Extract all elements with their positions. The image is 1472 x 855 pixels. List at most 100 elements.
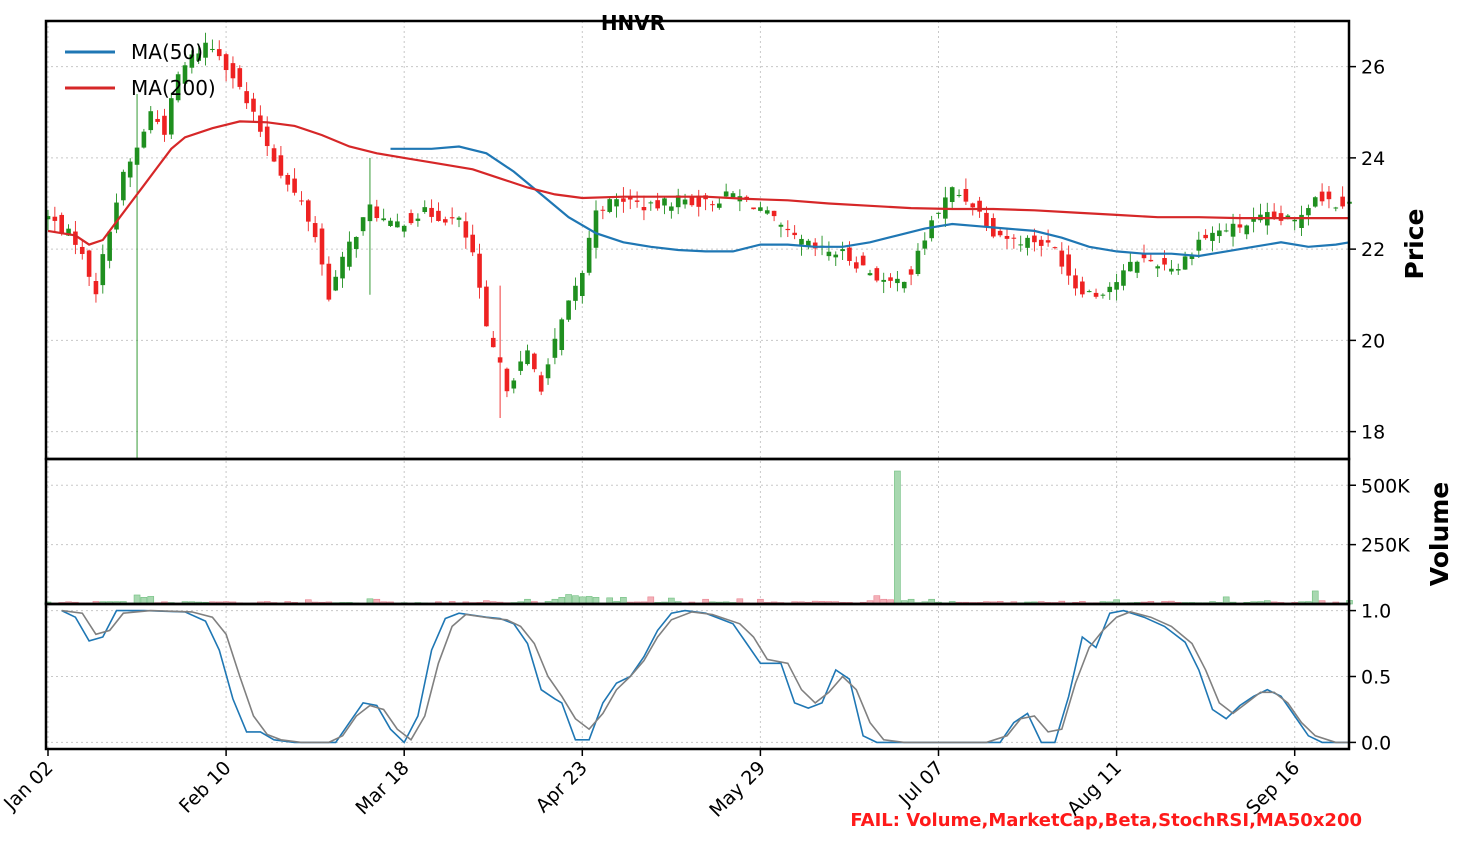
candle xyxy=(210,39,215,53)
candle xyxy=(566,300,571,322)
candle-body xyxy=(1182,256,1188,270)
candle xyxy=(230,56,236,89)
candle xyxy=(1086,289,1092,293)
price-tick-label: 22 xyxy=(1361,239,1385,261)
candle-body xyxy=(518,361,523,371)
candle xyxy=(443,216,448,226)
candle xyxy=(415,213,421,227)
candle-body xyxy=(73,231,78,245)
candle xyxy=(778,222,784,238)
candle-body xyxy=(1285,215,1291,218)
candle-body xyxy=(216,49,222,57)
candle xyxy=(867,269,873,276)
candle xyxy=(470,224,475,257)
candle-body xyxy=(189,54,195,68)
candle-body xyxy=(1299,214,1304,228)
candle-body xyxy=(895,278,900,284)
candle-body xyxy=(970,203,976,208)
candle xyxy=(607,196,612,214)
candle xyxy=(737,189,743,212)
candle-body xyxy=(1066,254,1071,276)
stochrsi-tick-label: 1.0 xyxy=(1361,601,1391,623)
candle-body xyxy=(751,207,756,210)
candle xyxy=(312,216,318,243)
candle-body xyxy=(1210,232,1215,241)
candle-body xyxy=(121,171,126,201)
candle xyxy=(991,213,996,239)
candle-body xyxy=(251,98,256,112)
candle-body xyxy=(463,221,469,238)
candle xyxy=(45,209,51,231)
candle-body xyxy=(847,247,852,261)
candle xyxy=(819,235,825,256)
candle-body xyxy=(1114,282,1119,290)
candle xyxy=(963,178,969,206)
candle-body xyxy=(1052,247,1058,249)
price-y-ticks: 18 20 22 24 26 xyxy=(1349,57,1385,444)
candle-body xyxy=(854,262,859,269)
candle-body xyxy=(1189,254,1195,259)
candle-body xyxy=(764,210,770,214)
candle-body xyxy=(449,217,455,219)
x-tick-label: Mar 18 xyxy=(351,757,413,819)
candle xyxy=(127,158,133,188)
candle-body xyxy=(586,237,592,273)
candle xyxy=(758,202,763,212)
candle-body xyxy=(278,155,284,176)
candle xyxy=(360,217,366,236)
candle xyxy=(545,358,551,385)
candle-body xyxy=(1134,261,1140,273)
candle-body xyxy=(1217,230,1222,237)
candle-body xyxy=(511,380,517,389)
price-axis-title: Price xyxy=(1400,209,1429,280)
candle-body xyxy=(1333,207,1339,209)
x-tick-label: Jan 02 xyxy=(0,757,58,815)
candle xyxy=(216,40,222,61)
candle xyxy=(525,344,530,366)
candle-body xyxy=(470,234,475,253)
candle xyxy=(1319,183,1325,206)
candle-body xyxy=(374,206,380,219)
candle-body xyxy=(347,241,352,267)
candle-body xyxy=(573,285,578,301)
candle xyxy=(840,241,845,260)
candle-body xyxy=(977,200,982,212)
candle-body xyxy=(1018,244,1023,246)
candle-body xyxy=(182,65,188,84)
candle xyxy=(1340,186,1345,209)
candle-body xyxy=(1045,240,1051,243)
stochrsi-d-line xyxy=(61,609,1350,744)
candle-body xyxy=(258,115,263,132)
candle-body xyxy=(1223,230,1229,232)
candle-body xyxy=(1271,211,1277,218)
candle xyxy=(621,187,626,213)
candle-body xyxy=(360,217,366,232)
volume-bar xyxy=(1311,590,1319,605)
candle-body xyxy=(634,200,640,202)
candle-body xyxy=(45,216,51,220)
candle-body xyxy=(812,242,818,249)
candle-body xyxy=(114,202,119,230)
candle xyxy=(1306,204,1311,226)
candle-body xyxy=(826,251,832,257)
candle xyxy=(532,352,537,373)
candle-body xyxy=(915,250,921,275)
price-candles xyxy=(45,32,1352,459)
candle xyxy=(203,32,208,66)
candle-body xyxy=(312,223,318,238)
candle-body xyxy=(1319,191,1325,202)
candle-body xyxy=(1175,269,1181,271)
candle-body xyxy=(559,319,565,351)
candle xyxy=(662,196,667,215)
candle xyxy=(956,189,962,198)
candle-body xyxy=(799,238,804,245)
candle-body xyxy=(580,272,585,296)
candle xyxy=(1114,273,1119,301)
candle-body xyxy=(758,207,763,211)
candle-body xyxy=(1025,237,1030,248)
candle-body xyxy=(867,273,873,276)
candle-body xyxy=(1148,259,1154,262)
candle xyxy=(977,196,982,218)
candle-body xyxy=(607,199,612,212)
candle xyxy=(1018,235,1023,252)
